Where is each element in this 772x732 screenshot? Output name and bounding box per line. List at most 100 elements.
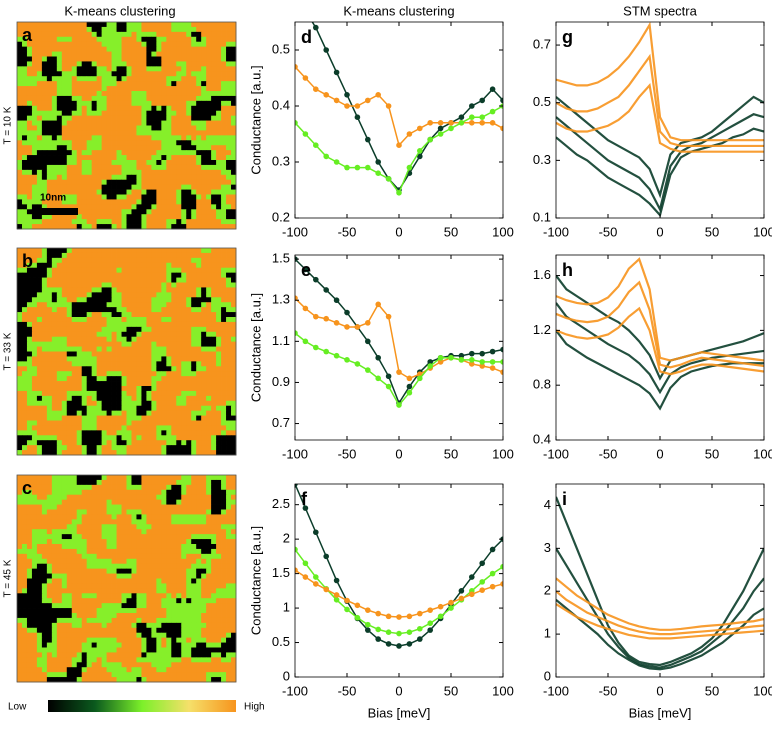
map-pixel bbox=[92, 130, 97, 135]
map-pixel bbox=[191, 27, 196, 32]
map-pixel bbox=[27, 583, 32, 588]
map-pixel bbox=[122, 307, 127, 312]
map-pixel bbox=[201, 430, 206, 435]
map-pixel bbox=[57, 406, 62, 411]
map-pixel bbox=[226, 135, 231, 140]
map-pixel bbox=[166, 440, 171, 445]
map-pixel bbox=[156, 263, 161, 268]
map-pixel bbox=[136, 195, 141, 200]
map-pixel bbox=[72, 514, 77, 519]
map-pixel bbox=[82, 111, 87, 116]
map-pixel bbox=[42, 283, 47, 288]
map-pixel bbox=[112, 52, 117, 57]
map-pixel bbox=[191, 598, 196, 603]
map-pixel bbox=[161, 401, 166, 406]
map-pixel bbox=[87, 101, 92, 106]
map-pixel bbox=[231, 165, 236, 170]
map-pixel bbox=[47, 219, 52, 224]
map-pixel bbox=[102, 61, 107, 66]
map-pixel bbox=[131, 475, 136, 480]
map-pixel bbox=[87, 86, 92, 91]
map-pixel bbox=[231, 52, 236, 57]
map-pixel bbox=[151, 165, 156, 170]
map-pixel bbox=[42, 445, 47, 450]
map-pixel bbox=[57, 312, 62, 317]
map-pixel bbox=[122, 27, 127, 32]
map-pixel bbox=[92, 195, 97, 200]
map-pixel bbox=[72, 559, 77, 564]
map-pixel bbox=[141, 91, 146, 96]
map-pixel bbox=[62, 401, 67, 406]
map-pixel bbox=[196, 435, 201, 440]
map-pixel bbox=[102, 273, 107, 278]
map-pixel bbox=[151, 101, 156, 106]
map-pixel bbox=[107, 190, 112, 195]
map-pixel bbox=[117, 61, 122, 66]
map-pixel bbox=[107, 96, 112, 101]
map-pixel bbox=[171, 554, 176, 559]
map-pixel bbox=[127, 613, 132, 618]
map-pixel bbox=[176, 263, 181, 268]
map-pixel bbox=[176, 160, 181, 165]
map-pixel bbox=[156, 603, 161, 608]
map-pixel bbox=[67, 327, 72, 332]
map-pixel bbox=[216, 130, 221, 135]
map-pixel bbox=[62, 598, 67, 603]
map-pixel bbox=[127, 121, 132, 126]
map-pixel bbox=[42, 278, 47, 283]
map-pixel bbox=[181, 366, 186, 371]
map-pixel bbox=[196, 514, 201, 519]
map-pixel bbox=[22, 287, 27, 292]
map-pixel bbox=[27, 297, 32, 302]
map-pixel bbox=[67, 514, 72, 519]
map-pixel bbox=[57, 278, 62, 283]
map-pixel bbox=[161, 529, 166, 534]
map-pixel bbox=[221, 505, 226, 510]
map-pixel bbox=[27, 214, 32, 219]
map-pixel bbox=[67, 396, 72, 401]
map-pixel bbox=[27, 111, 32, 116]
map-pixel bbox=[216, 500, 221, 505]
map-pixel bbox=[231, 500, 236, 505]
map-pixel bbox=[52, 71, 57, 76]
map-pixel bbox=[67, 598, 72, 603]
map-pixel bbox=[72, 352, 77, 357]
map-pixel bbox=[97, 71, 102, 76]
map-pixel bbox=[77, 608, 82, 613]
map-pixel bbox=[176, 175, 181, 180]
map-pixel bbox=[171, 317, 176, 322]
map-pixel bbox=[62, 569, 67, 574]
map-pixel bbox=[161, 297, 166, 302]
map-pixel bbox=[117, 180, 122, 185]
map-pixel bbox=[156, 32, 161, 37]
map-pixel bbox=[186, 126, 191, 131]
map-pixel bbox=[201, 81, 206, 86]
map-pixel bbox=[117, 111, 122, 116]
map-pixel bbox=[171, 406, 176, 411]
map-pixel bbox=[67, 505, 72, 510]
map-pixel bbox=[42, 371, 47, 376]
map-pixel bbox=[136, 86, 141, 91]
map-pixel bbox=[226, 219, 231, 224]
map-pixel bbox=[201, 500, 206, 505]
map-pixel bbox=[226, 317, 231, 322]
map-pixel bbox=[17, 396, 22, 401]
map-pixel bbox=[92, 529, 97, 534]
map-pixel bbox=[131, 510, 136, 515]
map-pixel bbox=[67, 283, 72, 288]
map-pixel bbox=[67, 564, 72, 569]
map-pixel bbox=[136, 490, 141, 495]
map-pixel bbox=[127, 559, 132, 564]
map-pixel bbox=[122, 204, 127, 209]
map-pixel bbox=[161, 485, 166, 490]
map-pixel bbox=[67, 401, 72, 406]
map-pixel bbox=[181, 416, 186, 421]
map-pixel bbox=[186, 185, 191, 190]
map-pixel bbox=[92, 480, 97, 485]
map-pixel bbox=[226, 37, 231, 42]
map-pixel bbox=[127, 411, 132, 416]
map-pixel bbox=[161, 598, 166, 603]
map-pixel bbox=[131, 406, 136, 411]
map-pixel bbox=[226, 603, 231, 608]
map-pixel bbox=[221, 91, 226, 96]
